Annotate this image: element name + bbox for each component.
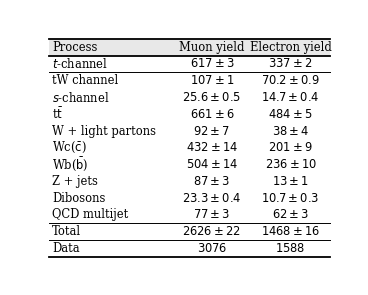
Text: Process: Process (52, 41, 98, 54)
Text: Wc($\bar{\mathrm{c}}$): Wc($\bar{\mathrm{c}}$) (52, 140, 87, 155)
Text: $337 \pm 2$: $337 \pm 2$ (268, 58, 312, 71)
Text: $25.6 \pm 0.5$: $25.6 \pm 0.5$ (182, 91, 241, 104)
Text: $201 \pm 9$: $201 \pm 9$ (268, 141, 313, 154)
Text: $s$-channel: $s$-channel (52, 91, 110, 104)
Text: $3076$: $3076$ (197, 242, 227, 255)
Text: $14.7 \pm 0.4$: $14.7 \pm 0.4$ (261, 91, 320, 104)
Text: $504 \pm 14$: $504 \pm 14$ (186, 158, 238, 171)
Text: $617 \pm 3$: $617 \pm 3$ (190, 58, 234, 71)
Text: $10.7 \pm 0.3$: $10.7 \pm 0.3$ (261, 192, 319, 205)
Text: $1588$: $1588$ (275, 242, 306, 255)
Text: $77 \pm 3$: $77 \pm 3$ (193, 209, 230, 222)
Text: $38 \pm 4$: $38 \pm 4$ (272, 124, 309, 137)
Text: t$\bar{\mathrm{t}}$: t$\bar{\mathrm{t}}$ (52, 106, 63, 122)
Text: Muon yield: Muon yield (179, 41, 245, 54)
Text: Total: Total (52, 225, 81, 238)
Text: $661 \pm 6$: $661 \pm 6$ (190, 108, 234, 121)
Text: $62 \pm 3$: $62 \pm 3$ (272, 209, 309, 222)
Text: Data: Data (52, 242, 80, 255)
Text: tW channel: tW channel (52, 74, 118, 87)
Text: $23.3 \pm 0.4$: $23.3 \pm 0.4$ (182, 192, 241, 205)
Text: $13 \pm 1$: $13 \pm 1$ (272, 175, 309, 188)
Text: QCD multijet: QCD multijet (52, 209, 128, 222)
Bar (49, 39, 330, 55)
Text: $92 \pm 7$: $92 \pm 7$ (193, 124, 230, 137)
Text: $236 \pm 10$: $236 \pm 10$ (265, 158, 316, 171)
Text: Wb($\bar{\mathrm{b}}$): Wb($\bar{\mathrm{b}}$) (52, 156, 89, 173)
Text: $2626 \pm 22$: $2626 \pm 22$ (182, 225, 241, 238)
Text: $484 \pm 5$: $484 \pm 5$ (268, 108, 313, 121)
Text: W + light partons: W + light partons (52, 124, 156, 137)
Text: $87 \pm 3$: $87 \pm 3$ (193, 175, 230, 188)
Text: $t$-channel: $t$-channel (52, 57, 108, 71)
Text: $70.2 \pm 0.9$: $70.2 \pm 0.9$ (261, 74, 320, 87)
Text: $1468 \pm 16$: $1468 \pm 16$ (261, 225, 320, 238)
Text: Dibosons: Dibosons (52, 192, 106, 205)
Text: Z + jets: Z + jets (52, 175, 98, 188)
Text: $107 \pm 1$: $107 \pm 1$ (190, 74, 234, 87)
Text: Electron yield: Electron yield (250, 41, 331, 54)
Text: $432 \pm 14$: $432 \pm 14$ (186, 141, 238, 154)
